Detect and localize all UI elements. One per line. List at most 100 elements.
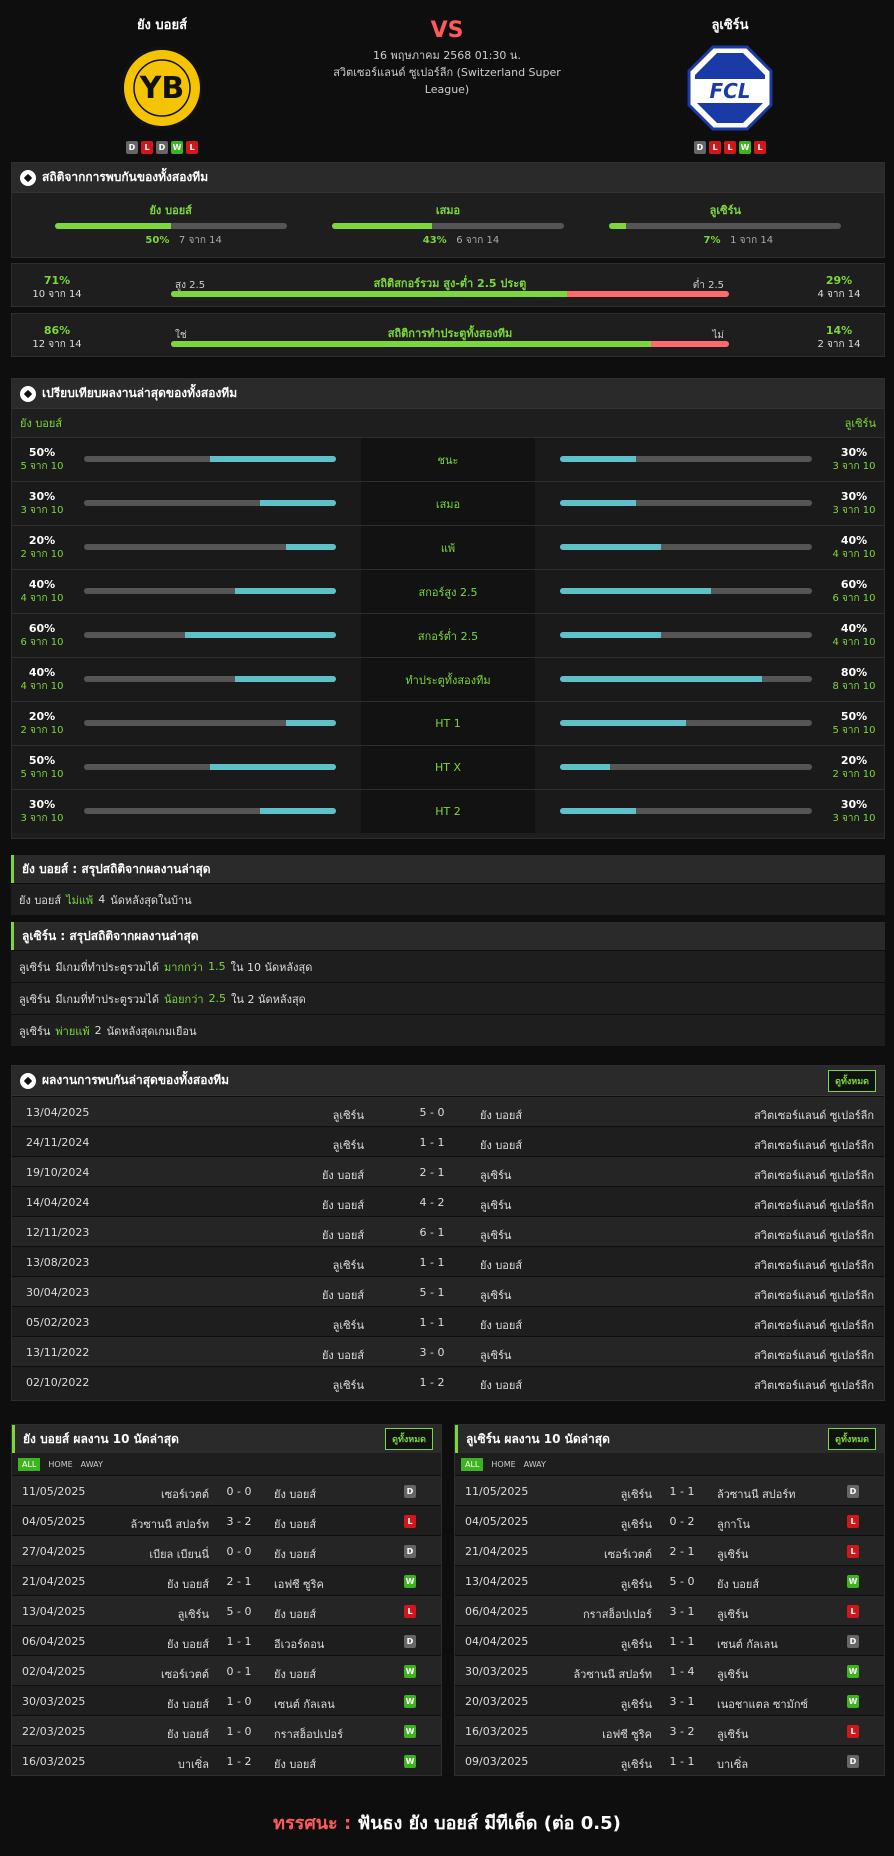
home-stat: 30% 3 จาก 10 — [12, 798, 72, 826]
last-match-row[interactable]: 16/03/2025 เอฟซี ซูริค 3 - 2 ลูเซิร์น L — [455, 1715, 884, 1745]
match-score: 1 - 1 — [669, 1485, 695, 1498]
tab-all[interactable]: ALL — [461, 1457, 484, 1471]
h2h-match-row[interactable]: 30/04/2023 ยัง บอยส์ 5 - 1 ลูเซิร์น สวิตเซอร… — [12, 1276, 884, 1306]
btts-title: สถิติการทำประตูทั้งสองทีม — [387, 327, 513, 340]
match-date: 04/05/2025 — [465, 1515, 529, 1528]
h2h-match-row[interactable]: 12/11/2023 ยัง บอยส์ 6 - 1 ลูเซิร์น สวิตเซอร… — [12, 1216, 884, 1246]
h2h-col-count: 1 จาก 14 — [730, 235, 774, 246]
match-league: สวิตเซอร์แลนด์ ซูเปอร์ลีก — [754, 1259, 874, 1272]
h2h-match-row[interactable]: 02/10/2022 ลูเซิร์น 1 - 2 ยัง บอยส์ สวิตเซอร… — [12, 1366, 884, 1396]
last-match-row[interactable]: 04/05/2025 ลูเซิร์น 0 - 2 ลูกาโน L — [455, 1505, 884, 1535]
last-match-row[interactable]: 27/04/2025 เบียล เบียนนี่ 0 - 0 ยัง บอยส์ D — [12, 1535, 441, 1565]
football-icon — [20, 1072, 36, 1089]
compare-row: 20% 2 จาก 10 แพ้ 40% 4 จาก 10 — [12, 525, 884, 569]
summary-rest: นัดหลังสุดในบ้าน — [110, 893, 192, 907]
h2h-match-row[interactable]: 19/10/2024 ยัง บอยส์ 2 - 1 ลูเซิร์น สวิตเซอร… — [12, 1156, 884, 1186]
h2h-matches-title: ผลงานการพบกันล่าสุดของทั้งสองทีม — [42, 1073, 230, 1087]
last-match-row[interactable]: 06/04/2025 กราสฮ็อปเปอร์ 3 - 1 ลูเซิร์น L — [455, 1595, 884, 1625]
match-score: 4 - 2 — [419, 1196, 445, 1209]
form-badge: L — [186, 141, 198, 154]
tab-home[interactable]: HOME — [491, 1459, 516, 1469]
h2h-match-row[interactable]: 14/04/2024 ยัง บอยส์ 4 - 2 ลูเซิร์น สวิตเซอร… — [12, 1186, 884, 1216]
tab-away[interactable]: AWAY — [523, 1459, 546, 1469]
match-away: ลูเซิร์น — [717, 1548, 749, 1561]
away-view-all-button[interactable]: ดูทั้งหมด — [828, 1428, 876, 1450]
h2h-col: ลูเซิร์น 7% 1 จาก 14 — [609, 201, 842, 248]
match-date: 21/04/2025 — [22, 1575, 86, 1588]
last-match-row[interactable]: 13/04/2025 ลูเซิร์น 5 - 0 ยัง บอยส์ L — [12, 1595, 441, 1625]
match-date: 19/10/2024 — [26, 1166, 90, 1179]
summary-num: 2.5 — [208, 992, 227, 1005]
summary-highlight: พ่ายแพ้ — [55, 1024, 90, 1038]
match-away: ล้วซานนี สปอร์ท — [717, 1488, 796, 1501]
summary-row: ลูเซิร์น พ่ายแพ้ 2 นัดหลังสุดเกมเยือน — [11, 1014, 885, 1046]
tab-all[interactable]: ALL — [18, 1457, 41, 1471]
view-all-button[interactable]: ดูทั้งหมด — [828, 1069, 876, 1092]
last-match-row[interactable]: 30/03/2025 ยัง บอยส์ 1 - 0 เซนต์ กัลเลน W — [12, 1685, 441, 1715]
match-score: 3 - 1 — [669, 1605, 695, 1618]
result-badge: D — [847, 1635, 859, 1648]
last-match-row[interactable]: 21/04/2025 ยัง บอยส์ 2 - 1 เอฟซี ซูริค W — [12, 1565, 441, 1595]
summary-row: ลูเซิร์น มีเกมที่ทำประตูรวมได้ มากกว่า 1.5 ใ… — [11, 950, 885, 982]
match-home: บาเซิ่ล — [177, 1758, 209, 1771]
home-bar — [84, 808, 336, 814]
prediction-text: ฟันธง ยัง บอยส์ มีทีเด็ด (ต่อ 0.5) — [357, 1813, 621, 1834]
h2h-match-row[interactable]: 24/11/2024 ลูเซิร์น 1 - 1 ยัง บอยส์ สวิตเซอร… — [12, 1126, 884, 1156]
h2h-match-row[interactable]: 13/04/2025 ลูเซิร์น 5 - 0 ยัง บอยส์ สวิตเซอร… — [12, 1096, 884, 1126]
match-score: 5 - 0 — [669, 1575, 695, 1588]
match-score: 1 - 1 — [669, 1635, 695, 1648]
home-pct: 50% — [28, 754, 56, 767]
last-match-row[interactable]: 11/05/2025 ลูเซิร์น 1 - 1 ล้วซานนี สปอร์ท D — [455, 1475, 884, 1505]
compare-label: สกอร์ต่ำ 2.5 — [361, 614, 535, 657]
home-view-all-button[interactable]: ดูทั้งหมด — [385, 1428, 433, 1450]
home-summary: ยัง บอยส์ : สรุปสถิติจากผลงานล่าสุด ยัง … — [11, 855, 885, 915]
home-bar — [84, 632, 336, 638]
match-date: 11/05/2025 — [465, 1485, 529, 1498]
tab-home[interactable]: HOME — [48, 1459, 73, 1469]
away-stat: 30% 3 จาก 10 — [824, 446, 884, 474]
match-away: ลูเซิร์น — [480, 1169, 512, 1182]
match-score: 0 - 0 — [226, 1545, 252, 1558]
match-date: 05/02/2023 — [26, 1316, 90, 1329]
form-badge: W — [739, 141, 751, 154]
last-match-row[interactable]: 21/04/2025 เซอร์เวตต์ 2 - 1 ลูเซิร์น L — [455, 1535, 884, 1565]
last-match-row[interactable]: 04/04/2025 ลูเซิร์น 1 - 1 เซนต์ กัลเลน D — [455, 1625, 884, 1655]
match-away: ยัง บอยส์ — [480, 1109, 523, 1122]
last-match-row[interactable]: 20/03/2025 ลูเซิร์น 3 - 1 เนอชาแตล ซามักซ์ W — [455, 1685, 884, 1715]
last-match-row[interactable]: 04/05/2025 ล้วซานนี สปอร์ท 3 - 2 ยัง บอยส์ L — [12, 1505, 441, 1535]
last-match-row[interactable]: 11/05/2025 เซอร์เวตต์ 0 - 0 ยัง บอยส์ D — [12, 1475, 441, 1505]
tab-away[interactable]: AWAY — [80, 1459, 103, 1469]
last-match-row[interactable]: 30/03/2025 ล้วซานนี สปอร์ท 1 - 4 ลูเซิร์น W — [455, 1655, 884, 1685]
match-score: 1 - 2 — [226, 1755, 252, 1768]
match-away: กราสฮ็อปเปอร์ — [274, 1728, 344, 1741]
league-name-1: สวิตเซอร์แลนด์ ซูเปอร์ลีก (Switzerland S… — [333, 66, 561, 79]
result-badge: D — [404, 1635, 416, 1648]
h2h-match-row[interactable]: 05/02/2023 ลูเซิร์น 1 - 1 ยัง บอยส์ สวิตเซอร… — [12, 1306, 884, 1336]
last-match-row[interactable]: 13/04/2025 ลูเซิร์น 5 - 0 ยัง บอยส์ W — [455, 1565, 884, 1595]
last-match-row[interactable]: 02/04/2025 เซอร์เวตต์ 0 - 1 ยัง บอยส์ W — [12, 1655, 441, 1685]
match-home: ลูเซิร์น — [620, 1758, 652, 1771]
last-match-row[interactable]: 22/03/2025 ยัง บอยส์ 1 - 0 กราสฮ็อปเปอร์ W — [12, 1715, 441, 1745]
h2h-match-row[interactable]: 13/11/2022 ยัง บอยส์ 3 - 0 ลูเซิร์น สวิตเซอร… — [12, 1336, 884, 1366]
away-team-logo: FCL — [687, 45, 773, 131]
last-match-row[interactable]: 09/03/2025 ลูเซิร์น 1 - 1 บาเซิ่ล D — [455, 1745, 884, 1775]
home-pct: 60% — [28, 622, 56, 635]
match-home: เซอร์เวตต์ — [161, 1488, 209, 1501]
match-date: 04/04/2025 — [465, 1635, 529, 1648]
match-date: 13/04/2025 — [465, 1575, 529, 1588]
match-info: VS 16 พฤษภาคม 2568 01:30 น. สวิตเซอร์แลน… — [330, 18, 564, 98]
last-match-row[interactable]: 16/03/2025 บาเซิ่ล 1 - 2 ยัง บอยส์ W — [12, 1745, 441, 1775]
away-summary: ลูเซิร์น : สรุปสถิติจากผลงานล่าสุด ลูเซิ… — [11, 922, 885, 1046]
h2h-col-bar — [331, 223, 564, 229]
match-score: 1 - 2 — [419, 1376, 445, 1389]
last-match-row[interactable]: 06/04/2025 ยัง บอยส์ 1 - 1 อีเวอร์ดอน D — [12, 1625, 441, 1655]
match-away: ลูเซิร์น — [717, 1608, 749, 1621]
compare-row: 30% 3 จาก 10 เสมอ 30% 3 จาก 10 — [12, 481, 884, 525]
away-count: 5 จาก 10 — [832, 725, 876, 736]
away-bar — [560, 632, 812, 638]
match-date: 02/04/2025 — [22, 1665, 86, 1678]
h2h-match-row[interactable]: 13/08/2023 ลูเซิร์น 1 - 1 ยัง บอยส์ สวิตเซอร… — [12, 1246, 884, 1276]
